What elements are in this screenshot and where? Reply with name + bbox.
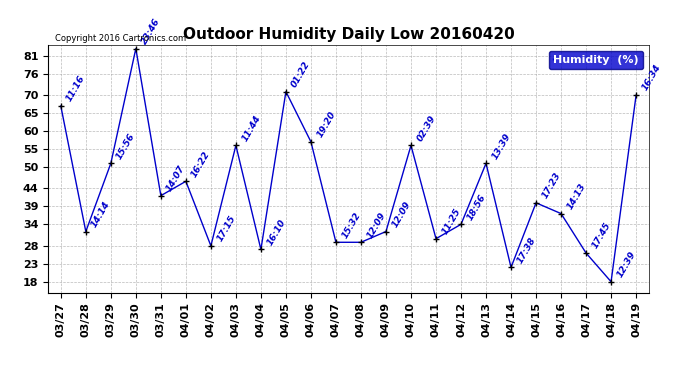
Text: 14:07: 14:07 xyxy=(165,164,187,193)
Text: 16:34: 16:34 xyxy=(640,63,662,93)
Text: 17:23: 17:23 xyxy=(540,171,562,200)
Text: 23:46: 23:46 xyxy=(140,16,162,46)
Text: Copyright 2016 Cartronics.com: Copyright 2016 Cartronics.com xyxy=(55,34,186,43)
Text: 15:32: 15:32 xyxy=(340,210,362,240)
Text: 11:25: 11:25 xyxy=(440,207,462,236)
Text: 15:56: 15:56 xyxy=(115,131,137,160)
Text: 11:44: 11:44 xyxy=(240,113,262,142)
Text: 12:09: 12:09 xyxy=(390,200,412,229)
Text: 12:39: 12:39 xyxy=(615,250,638,279)
Text: 01:22: 01:22 xyxy=(290,60,312,89)
Text: 19:20: 19:20 xyxy=(315,110,337,139)
Text: 17:15: 17:15 xyxy=(215,214,237,243)
Text: 14:13: 14:13 xyxy=(565,182,587,211)
Legend: Humidity  (%): Humidity (%) xyxy=(549,51,643,69)
Title: Outdoor Humidity Daily Low 20160420: Outdoor Humidity Daily Low 20160420 xyxy=(183,27,514,42)
Text: 18:56: 18:56 xyxy=(465,192,487,222)
Text: 14:14: 14:14 xyxy=(90,200,112,229)
Text: 12:09: 12:09 xyxy=(365,210,387,240)
Text: 17:45: 17:45 xyxy=(590,221,612,250)
Text: 16:22: 16:22 xyxy=(190,149,212,178)
Text: 17:38: 17:38 xyxy=(515,236,538,265)
Text: 11:16: 11:16 xyxy=(65,74,87,103)
Text: 16:10: 16:10 xyxy=(265,217,287,247)
Text: 02:39: 02:39 xyxy=(415,113,437,142)
Text: 13:39: 13:39 xyxy=(490,131,512,160)
